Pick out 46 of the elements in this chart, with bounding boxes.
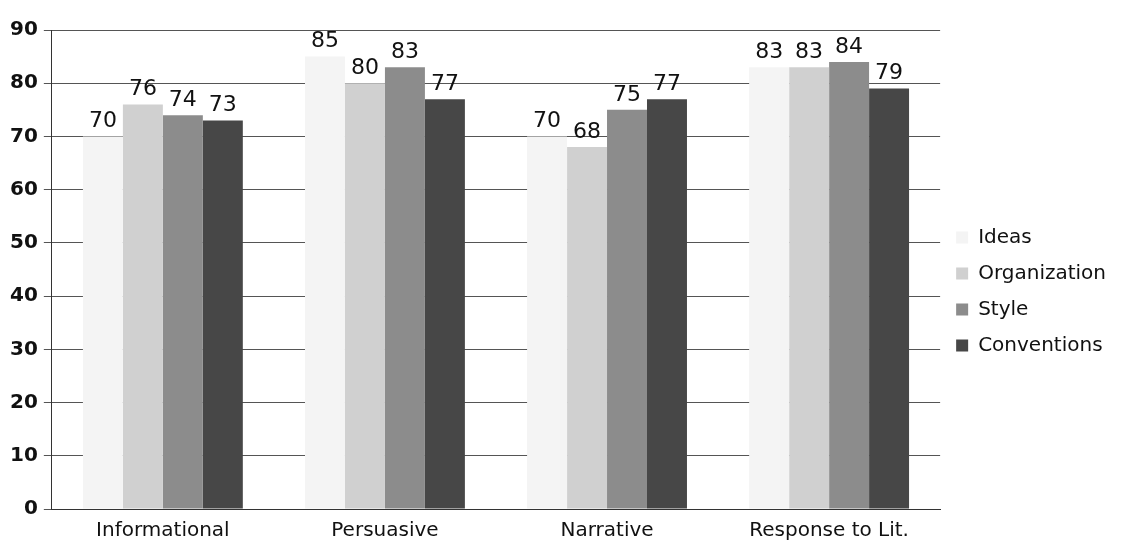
bar (202, 120, 243, 509)
bar (607, 109, 647, 509)
legend-label: Organization (978, 259, 1107, 284)
bar (344, 83, 385, 509)
y-tick-label: 20 (9, 388, 38, 413)
legend-label: Ideas (978, 223, 1032, 248)
y-tick-label: 10 (9, 441, 38, 466)
bar (527, 136, 568, 509)
y-tick-label: 50 (9, 229, 38, 254)
data-label: 83 (390, 37, 419, 63)
data-label: 75 (613, 80, 642, 106)
bar (869, 88, 910, 509)
data-label: 70 (88, 107, 117, 133)
bar (122, 104, 163, 509)
x-tick-label: Narrative (560, 517, 654, 542)
y-tick-label: 70 (9, 122, 38, 147)
y-tick-label: 0 (23, 495, 38, 520)
bar (789, 67, 830, 509)
bar (162, 115, 203, 509)
bar (749, 67, 790, 509)
bar (829, 61, 870, 509)
y-tick-label: 60 (9, 175, 38, 200)
data-label: 74 (168, 85, 197, 111)
data-label: 79 (875, 59, 904, 85)
x-tick-label: Persuasive (331, 517, 439, 542)
data-label: 73 (208, 91, 237, 117)
data-label: 70 (533, 107, 562, 133)
y-tick-label: 30 (9, 335, 38, 360)
bar (305, 56, 345, 509)
y-tick-label: 90 (9, 16, 38, 41)
y-tick-label: 80 (9, 69, 38, 94)
x-tick-label: Informational (96, 517, 230, 542)
bar (647, 99, 687, 509)
data-label: 80 (350, 53, 379, 79)
data-label: 83 (795, 37, 824, 63)
y-tick-label: 40 (9, 282, 38, 307)
bar (424, 99, 465, 509)
bar (567, 147, 608, 509)
data-label: 85 (310, 27, 339, 53)
data-label: 83 (755, 37, 784, 63)
legend-label: Conventions (978, 331, 1103, 356)
legend-label: Style (978, 295, 1029, 320)
x-tick-label: Response to Lit. (749, 517, 909, 542)
bar (384, 67, 425, 509)
bar (82, 136, 123, 509)
data-label: 84 (835, 32, 864, 58)
